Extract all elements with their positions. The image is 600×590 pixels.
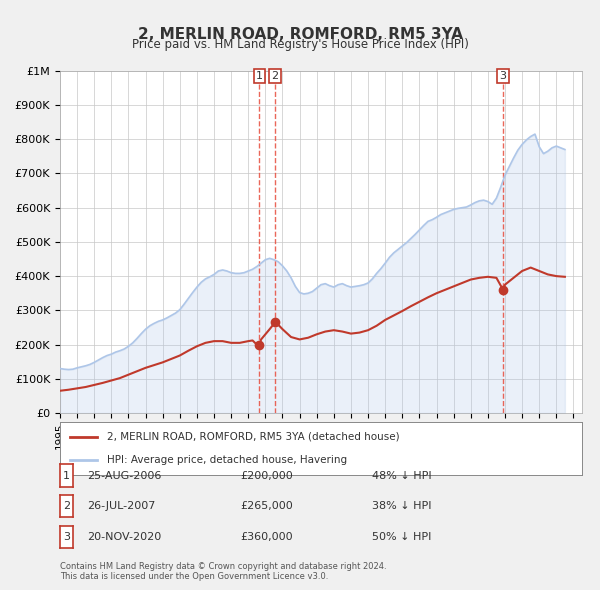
Text: Price paid vs. HM Land Registry's House Price Index (HPI): Price paid vs. HM Land Registry's House … xyxy=(131,38,469,51)
Text: £265,000: £265,000 xyxy=(240,502,293,511)
Text: 3: 3 xyxy=(63,532,70,542)
Text: 20-NOV-2020: 20-NOV-2020 xyxy=(87,532,161,542)
Text: 38% ↓ HPI: 38% ↓ HPI xyxy=(372,502,431,511)
Text: 50% ↓ HPI: 50% ↓ HPI xyxy=(372,532,431,542)
Text: £360,000: £360,000 xyxy=(240,532,293,542)
Text: 3: 3 xyxy=(500,71,506,81)
Text: 26-JUL-2007: 26-JUL-2007 xyxy=(87,502,155,511)
Text: 2, MERLIN ROAD, ROMFORD, RM5 3YA (detached house): 2, MERLIN ROAD, ROMFORD, RM5 3YA (detach… xyxy=(107,432,400,442)
Text: 2: 2 xyxy=(272,71,278,81)
Text: 1: 1 xyxy=(256,71,263,81)
Text: HPI: Average price, detached house, Havering: HPI: Average price, detached house, Have… xyxy=(107,455,347,465)
Text: 48% ↓ HPI: 48% ↓ HPI xyxy=(372,471,431,480)
Text: Contains HM Land Registry data © Crown copyright and database right 2024.
This d: Contains HM Land Registry data © Crown c… xyxy=(60,562,386,581)
Text: 2: 2 xyxy=(63,502,70,511)
Text: £200,000: £200,000 xyxy=(240,471,293,480)
Text: 1: 1 xyxy=(63,471,70,480)
Text: 2, MERLIN ROAD, ROMFORD, RM5 3YA: 2, MERLIN ROAD, ROMFORD, RM5 3YA xyxy=(137,27,463,41)
Text: 25-AUG-2006: 25-AUG-2006 xyxy=(87,471,161,480)
